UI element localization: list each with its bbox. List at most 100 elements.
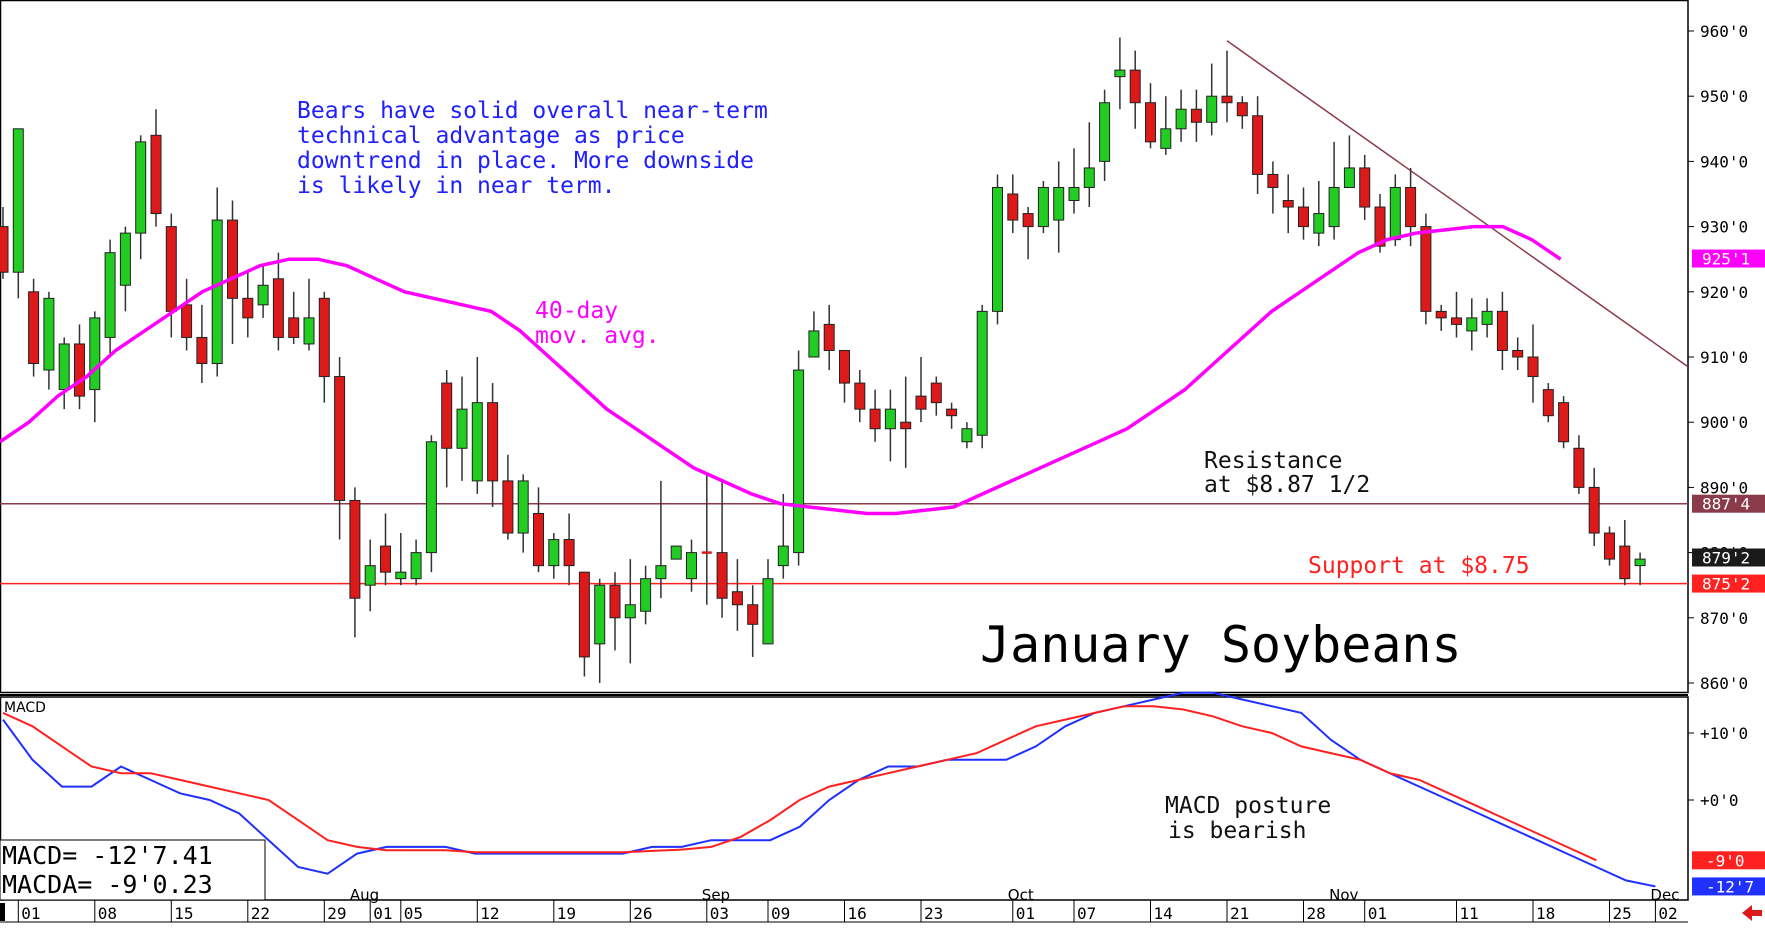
candle-body [1634, 558, 1646, 567]
candle-body [1405, 186, 1417, 228]
candle-body [425, 441, 437, 554]
candle-body [716, 552, 728, 599]
y-tick-label: 910'0 [1700, 348, 1748, 367]
candle-body [1282, 200, 1294, 208]
candle-body [1359, 167, 1371, 208]
candle-body [1053, 186, 1065, 221]
mov-avg-annotation-line: 40-day [535, 298, 618, 324]
candle-body [1466, 317, 1478, 332]
candle-body [976, 310, 988, 436]
x-day-label: 05 [404, 904, 423, 923]
bears-annotation-line: technical advantage as price [297, 123, 685, 149]
candle-body [395, 571, 407, 580]
candle-body [242, 297, 254, 319]
x-day-label: 01 [373, 904, 392, 923]
candle-body [1083, 167, 1095, 188]
candle-body [1129, 69, 1141, 104]
macd-value-tag-label: -12'7 [1706, 877, 1754, 896]
x-day-label: 12 [480, 904, 499, 923]
macd-readout-line: MACD= -12'7.41 [2, 841, 213, 870]
candle-body [1114, 69, 1126, 78]
y-tick-label: 870'0 [1700, 609, 1748, 628]
candle-body [517, 480, 529, 534]
mov-avg-annotation-line: mov. avg. [535, 323, 660, 349]
candle-body [43, 297, 55, 371]
x-month-label: Aug [350, 886, 379, 904]
candle-body [762, 578, 774, 645]
candle-body [884, 408, 896, 430]
candle-body [150, 134, 162, 215]
x-day-label: 19 [557, 904, 576, 923]
candle-body [227, 219, 238, 299]
price-tag-label: 925'1 [1702, 250, 1750, 269]
candle-body [1588, 486, 1600, 534]
candle-body [1267, 173, 1279, 188]
candle-body [640, 578, 652, 612]
price-tag [1692, 548, 1765, 567]
macd-annotation-line: MACD posture [1165, 793, 1331, 819]
candle-body [578, 571, 590, 658]
candle-body [1022, 213, 1034, 228]
candle-body [594, 584, 606, 645]
x-day-label: 25 [1613, 904, 1632, 923]
bears-annotation-line: downtrend in place. More downside [297, 148, 754, 174]
price-tag-label: 879'2 [1702, 548, 1750, 567]
candle-body [961, 428, 973, 443]
candle-body [58, 343, 70, 391]
x-day-label: 15 [174, 904, 193, 923]
macd-value-tag-label: -9'0 [1706, 851, 1745, 870]
candle-body [318, 297, 330, 378]
candle-body [609, 584, 621, 619]
candle-body [1328, 186, 1340, 228]
y-tick-label: 890'0 [1700, 478, 1748, 497]
candle-body [1099, 102, 1111, 162]
x-day-label: 01 [1016, 904, 1035, 923]
candle-body [670, 545, 682, 560]
moving-average-line [0, 224, 1562, 516]
x-day-label: 16 [848, 904, 867, 923]
candle-body [1175, 108, 1187, 130]
price-tag-label: 887'4 [1702, 495, 1750, 514]
candle-body [1604, 532, 1615, 560]
candle-body [456, 408, 468, 449]
chart-title: January Soybeans [980, 616, 1462, 674]
candle-body [533, 512, 544, 567]
candle-body [1037, 186, 1049, 228]
candle-body [1389, 186, 1401, 241]
candle-body [1542, 389, 1554, 417]
bears-annotation-line: Bears have solid overall near-term [297, 98, 768, 124]
candle-body [1527, 356, 1539, 378]
x-day-label: 14 [1154, 904, 1173, 923]
candle-body [1451, 317, 1462, 325]
candle-body [0, 226, 9, 273]
candle-body [869, 408, 881, 430]
candle-body [655, 565, 667, 580]
price-y-axis: 960'0 950'0 940'0 930'0 920'0 910'0 900'0 890'0… [1688, 22, 1748, 693]
candle-body [364, 565, 376, 586]
candle-body [487, 402, 499, 482]
candle-body [839, 349, 850, 384]
candle-body [1420, 226, 1432, 312]
x-day-label: 11 [1460, 904, 1479, 923]
macd-value-tag [1692, 877, 1765, 896]
resistance-annotation-line: Resistance [1204, 448, 1342, 474]
candle-body [303, 317, 315, 345]
candles [0, 37, 1646, 683]
x-day-label: 29 [327, 904, 346, 923]
y-tick-label: 940'0 [1700, 152, 1748, 171]
y-tick-label: 900'0 [1700, 413, 1748, 432]
candle-body [334, 376, 346, 501]
candle-body [410, 552, 422, 580]
candle-body [1573, 447, 1585, 488]
candle-body [808, 330, 820, 358]
price-tag [1692, 574, 1765, 593]
price-tag-label: 875'2 [1702, 575, 1750, 594]
y-tick-label: 960'0 [1700, 22, 1748, 41]
macd-annotation-line: is bearish [1168, 818, 1306, 844]
candle-body [1007, 193, 1019, 221]
candle-body [89, 317, 101, 391]
y-tick-label: 920'0 [1700, 283, 1748, 302]
macd-value-tag [1692, 851, 1765, 870]
candle-body [272, 278, 284, 338]
